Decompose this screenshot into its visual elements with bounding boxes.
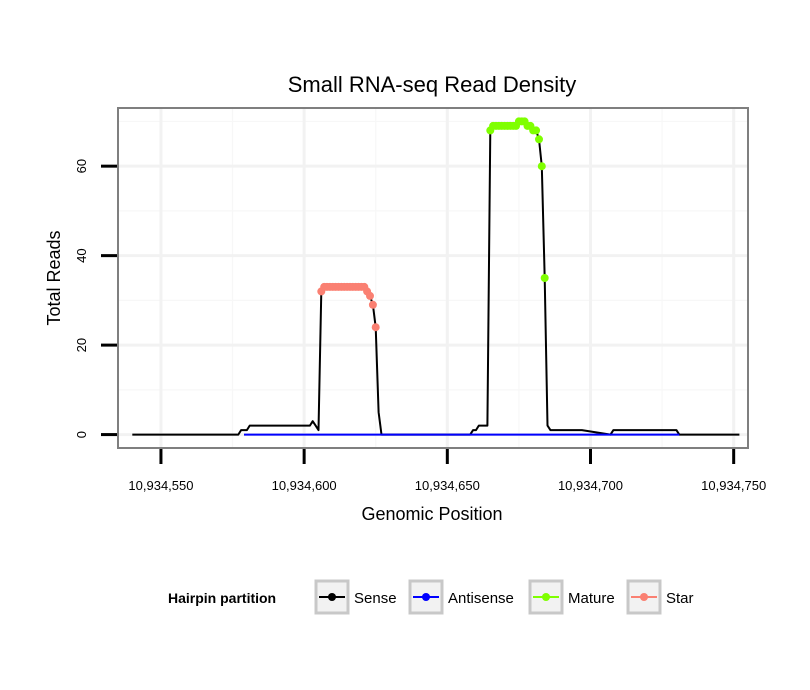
star-data-point [366,291,374,300]
axes: 10,934,550 10,934,600 10,934,650 10,934,700… [74,159,766,493]
y-tick-label: 20 [74,338,89,352]
legend: Hairpin partition Sense Antisense Mature St… [168,579,694,615]
star-data-point [368,300,377,309]
y-tick-label: 40 [74,248,89,262]
x-tick-label: 10,934,600 [272,478,337,493]
y-tick-label: 60 [74,159,89,173]
y-axis-title: Total Reads [44,230,64,325]
plot-panel-background [118,108,748,448]
chart-title: Small RNA-seq Read Density [288,72,577,97]
legend-title: Hairpin partition [168,590,276,606]
x-tick-label: 10,934,650 [415,478,480,493]
mature-legend-label: Mature [568,590,615,607]
sense-legend-label: Sense [354,590,397,607]
star-legend-marker [640,593,648,601]
data-layer [132,117,740,436]
x-tick-label: 10,934,550 [128,478,193,493]
x-axis-title: Genomic Position [361,504,502,524]
x-tick-label: 10,934,750 [701,478,766,493]
mature-data-point [540,274,549,282]
mature-data-point [537,162,546,171]
star-legend-label: Star [666,590,694,607]
sense-legend-marker [328,593,336,601]
mature-data-point [535,135,543,144]
plot-panel-border [117,107,749,449]
antisense-legend-label: Antisense [448,590,514,607]
mature-data-point [532,126,541,135]
x-tick-label: 10,934,700 [558,478,623,493]
antisense-legend-marker [422,593,430,601]
star-data-point [371,323,380,332]
mature-legend-marker [542,593,550,601]
y-tick-label: 0 [74,431,89,438]
